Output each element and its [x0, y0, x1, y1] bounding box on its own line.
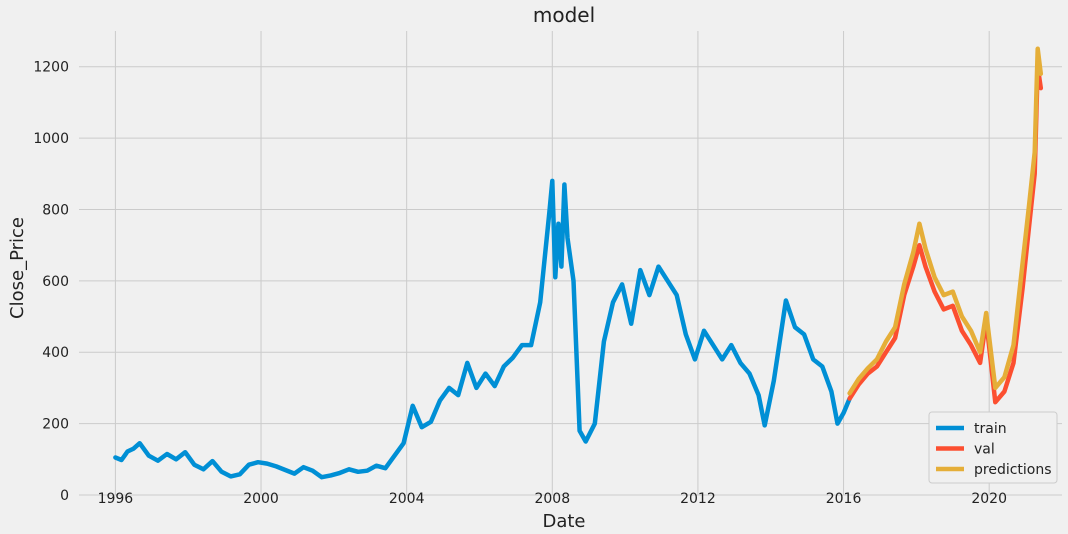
- x-tick-label: 2008: [534, 491, 570, 507]
- legend: train val predictions: [928, 411, 1058, 484]
- series-line-train: [113, 178, 852, 480]
- y-tick-label: 600: [42, 274, 69, 290]
- y-tick-label: 0: [60, 488, 69, 504]
- x-tick-label: 2000: [243, 491, 279, 507]
- x-tick-label: 2004: [389, 491, 425, 507]
- y-tick-label: 1200: [33, 60, 69, 76]
- chart-title: model: [533, 3, 595, 27]
- tick-labels: 1996 2000 2004 2008 2012 2016 2020 0 200 400 600 80…: [33, 60, 1007, 507]
- x-tick-label: 2016: [826, 491, 862, 507]
- x-tick-label: 1996: [98, 491, 134, 507]
- legend-label-val: val: [974, 442, 995, 458]
- x-tick-label: 2020: [971, 491, 1007, 507]
- grid: [79, 31, 1062, 496]
- y-tick-label: 1000: [33, 131, 69, 147]
- series-lines: [113, 46, 1044, 480]
- series-line-predictions: [847, 46, 1044, 396]
- series-line-val: [847, 64, 1044, 405]
- y-tick-label: 400: [42, 345, 69, 361]
- y-axis-title: Close_Price: [7, 217, 28, 319]
- y-tick-label: 200: [42, 417, 69, 433]
- legend-label-predictions: predictions: [974, 462, 1052, 478]
- legend-label-train: train: [974, 421, 1007, 437]
- y-tick-label: 800: [42, 202, 69, 218]
- x-tick-label: 2012: [680, 491, 716, 507]
- x-axis-title: Date: [542, 511, 585, 532]
